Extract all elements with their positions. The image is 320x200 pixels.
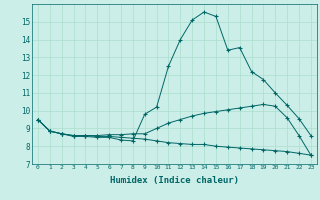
X-axis label: Humidex (Indice chaleur): Humidex (Indice chaleur): [110, 176, 239, 185]
